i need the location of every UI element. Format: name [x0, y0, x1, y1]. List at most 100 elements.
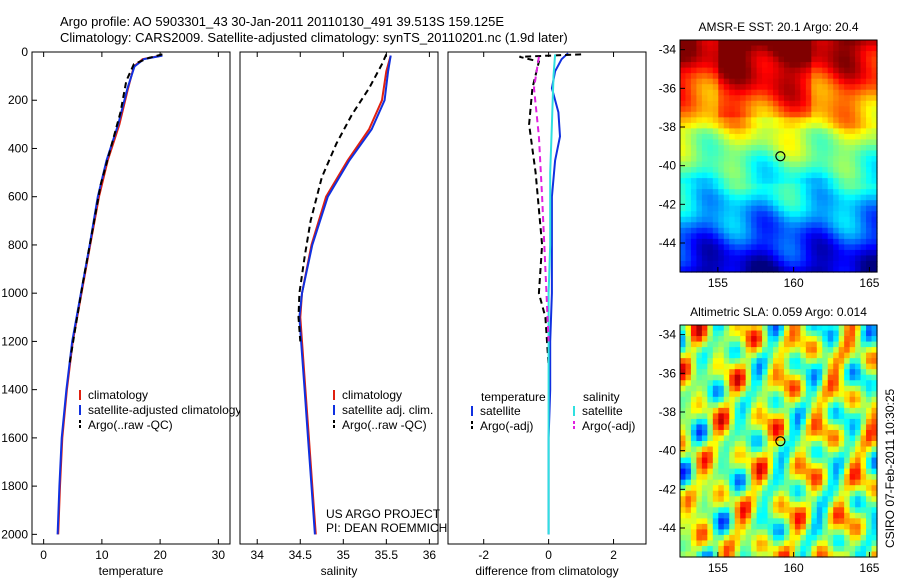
sla-map-cell: [701, 512, 708, 519]
sla-map-cell: [685, 457, 692, 464]
sla-map-cell: [723, 391, 730, 398]
sst-map-cell: [762, 40, 769, 47]
sla-map-cell: [734, 441, 741, 448]
sst-map-cell: [685, 128, 692, 135]
sla-map-cell: [701, 424, 708, 431]
sla-map-cell: [855, 485, 862, 492]
sla-map-cell: [822, 352, 829, 359]
sla-map-cell: [740, 429, 747, 437]
sst-map-cell: [712, 172, 719, 179]
sla-map-cell: [800, 435, 807, 442]
sst-map-cell: [701, 40, 708, 47]
sla-map-cell: [816, 485, 823, 492]
sla-map-cell: [751, 336, 758, 343]
sst-map-cell: [756, 260, 763, 268]
sla-map-cell: [822, 435, 829, 442]
sst-map-cell: [690, 84, 698, 91]
sst-map-cell: [712, 227, 719, 234]
sst-map-cell: [729, 40, 736, 47]
sst-map-cell: [707, 183, 714, 190]
sla-map-cell: [729, 479, 736, 486]
sst-map-cell: [690, 167, 698, 174]
sla-map-cell: [778, 352, 785, 359]
sst-map-cell: [871, 211, 878, 218]
sst-map-cell: [805, 260, 812, 268]
sst-map-cell: [783, 40, 791, 47]
sla-map-cell: [723, 435, 730, 442]
sla-map-cell: [794, 540, 801, 547]
sst-map-cell: [707, 144, 714, 152]
sst-map-cell: [783, 95, 791, 102]
sst-map-cell: [855, 67, 862, 74]
sla-map-cell: [745, 429, 752, 437]
sla-map-cell: [866, 507, 873, 514]
sla-map-cell: [707, 369, 714, 376]
sla-map-cell: [794, 435, 801, 442]
sst-map-cell: [701, 178, 708, 185]
sla-map-cell: [718, 485, 725, 492]
sst-map-cell: [811, 156, 818, 163]
sst-map-cell: [844, 255, 851, 262]
sla-map-cell: [805, 551, 812, 558]
sst-map-cell: [696, 150, 703, 157]
sla-map-cell: [827, 534, 834, 542]
sst-map-cell: [773, 222, 780, 229]
sst-map-cell: [789, 106, 796, 113]
sla-map-cell: [849, 540, 856, 547]
sla-map-cell: [685, 341, 692, 348]
sst-map-cell: [805, 84, 812, 91]
sst-map-cell: [696, 73, 703, 80]
sla-map-cell: [827, 457, 834, 464]
sst-map-cell: [783, 205, 791, 212]
sst-map-cell: [838, 178, 845, 185]
sst-map-cell: [745, 189, 752, 196]
sst-map-cell: [827, 211, 834, 218]
sla-map-cell: [783, 352, 791, 359]
sst-map-cell: [680, 122, 687, 129]
salinity-series-argo: [297, 53, 388, 342]
sla-map-cell: [762, 485, 769, 492]
sla-map-cell: [767, 523, 774, 530]
sst-map-cell: [718, 133, 725, 141]
sst-map-cell: [849, 233, 856, 240]
sla-map-cell: [773, 374, 780, 381]
sla-map-cell: [778, 407, 785, 414]
sla-map-cell: [762, 363, 769, 370]
sst-map-cell: [718, 51, 725, 58]
sla-map-cell: [783, 347, 791, 354]
sst-map-cell: [794, 106, 801, 113]
sla-map-cell: [696, 501, 703, 508]
sst-map-cell: [855, 172, 862, 179]
sla-map-cell: [816, 507, 823, 514]
sla-map-cell: [773, 385, 780, 392]
sla-map-cell: [712, 501, 719, 508]
sla-map-cell: [756, 336, 763, 343]
sst-map-cell: [723, 205, 730, 212]
sla-map-cell: [844, 507, 851, 514]
sst-map-cell: [816, 111, 823, 118]
sla-map-cell: [822, 402, 829, 409]
sst-map-cell: [789, 222, 796, 229]
sla-map-cell: [844, 457, 851, 464]
sla-map-cell: [751, 407, 758, 414]
sst-map-ytick-label: -36: [659, 81, 677, 95]
sla-map-cell: [751, 529, 758, 536]
sst-map-cell: [855, 78, 862, 85]
sst-map-cell: [685, 200, 692, 207]
sst-map-cell: [833, 260, 840, 268]
sst-map-cell: [685, 156, 692, 163]
sla-map-cell: [762, 374, 769, 381]
sla-map-cell: [833, 402, 840, 409]
sla-map-cell: [811, 441, 818, 448]
sst-map-cell: [871, 95, 878, 102]
sst-map-cell: [866, 156, 873, 163]
sst-map-cell: [690, 45, 698, 52]
sst-map-cell: [860, 45, 867, 52]
difference-series-salinity-satellite: [547, 54, 557, 535]
sst-map-cell: [800, 111, 807, 118]
sst-map-cell: [838, 128, 845, 135]
sst-map-cell: [822, 122, 829, 129]
sla-map-cell: [696, 363, 703, 370]
sst-map-cell: [718, 266, 725, 273]
sla-map-cell: [822, 441, 829, 448]
